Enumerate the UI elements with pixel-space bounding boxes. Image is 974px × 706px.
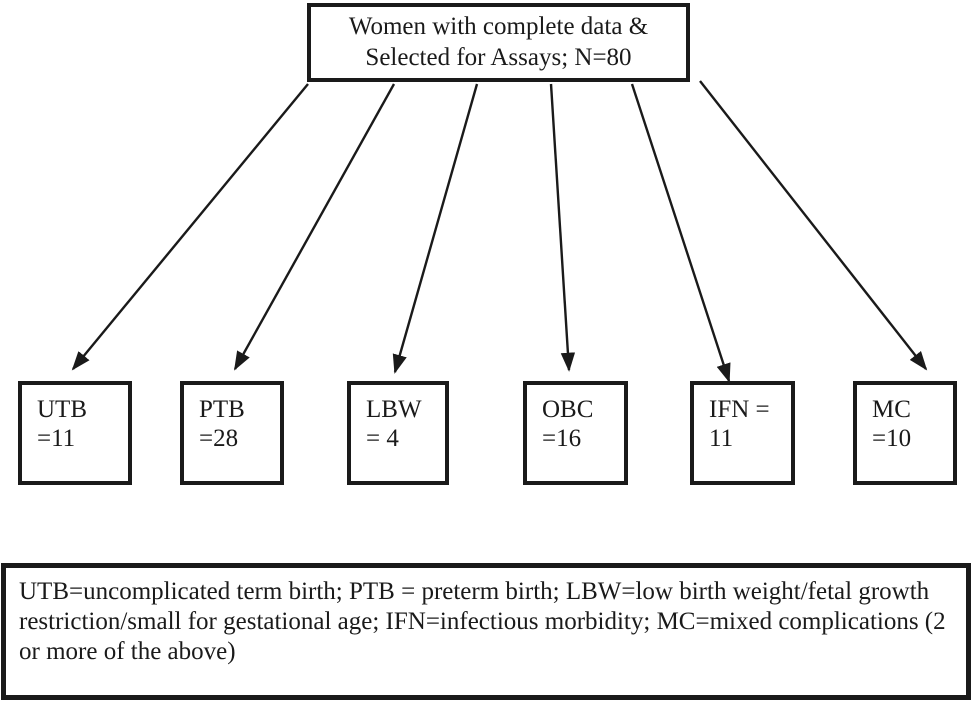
- node-ifn-label: IFN =: [709, 396, 770, 423]
- node-ptb-label: PTB: [199, 396, 245, 423]
- node-utb-label: UTB: [37, 396, 87, 423]
- arrow-to-ptb: [233, 83, 396, 371]
- node-ptb: PTB =28: [180, 381, 284, 485]
- legend-box: UTB=uncomplicated term birth; PTB = pret…: [1, 563, 971, 700]
- root-node-line1: Women with complete data &: [348, 13, 649, 40]
- node-lbw-label: LBW: [366, 396, 422, 423]
- node-lbw: LBW = 4: [347, 381, 449, 485]
- node-obc-count: =16: [542, 425, 582, 452]
- root-node-line2: Selected for Assays; N=80: [365, 44, 632, 71]
- arrow-to-lbw: [392, 83, 479, 374]
- arrow-to-utb: [71, 83, 309, 371]
- node-utb: UTB =11: [18, 381, 132, 485]
- arrow-to-mc: [699, 80, 928, 371]
- legend-text: UTB=uncomplicated term birth; PTB = pret…: [19, 578, 946, 665]
- node-ifn: IFN = 11: [690, 381, 795, 485]
- node-mc-count: =10: [872, 425, 912, 452]
- node-mc-label: MC: [872, 396, 911, 423]
- node-lbw-count: = 4: [366, 425, 399, 452]
- arrow-to-obc: [549, 83, 576, 372]
- node-mc: MC =10: [853, 381, 957, 485]
- node-ifn-count: 11: [709, 425, 734, 452]
- node-ptb-count: =28: [199, 425, 239, 452]
- arrow-to-ifn: [630, 83, 731, 383]
- node-utb-count: =11: [37, 425, 76, 452]
- node-women-complete-data: Women with complete data & Selected for …: [307, 3, 690, 82]
- node-obc-label: OBC: [542, 396, 594, 423]
- node-obc: OBC =16: [523, 381, 628, 485]
